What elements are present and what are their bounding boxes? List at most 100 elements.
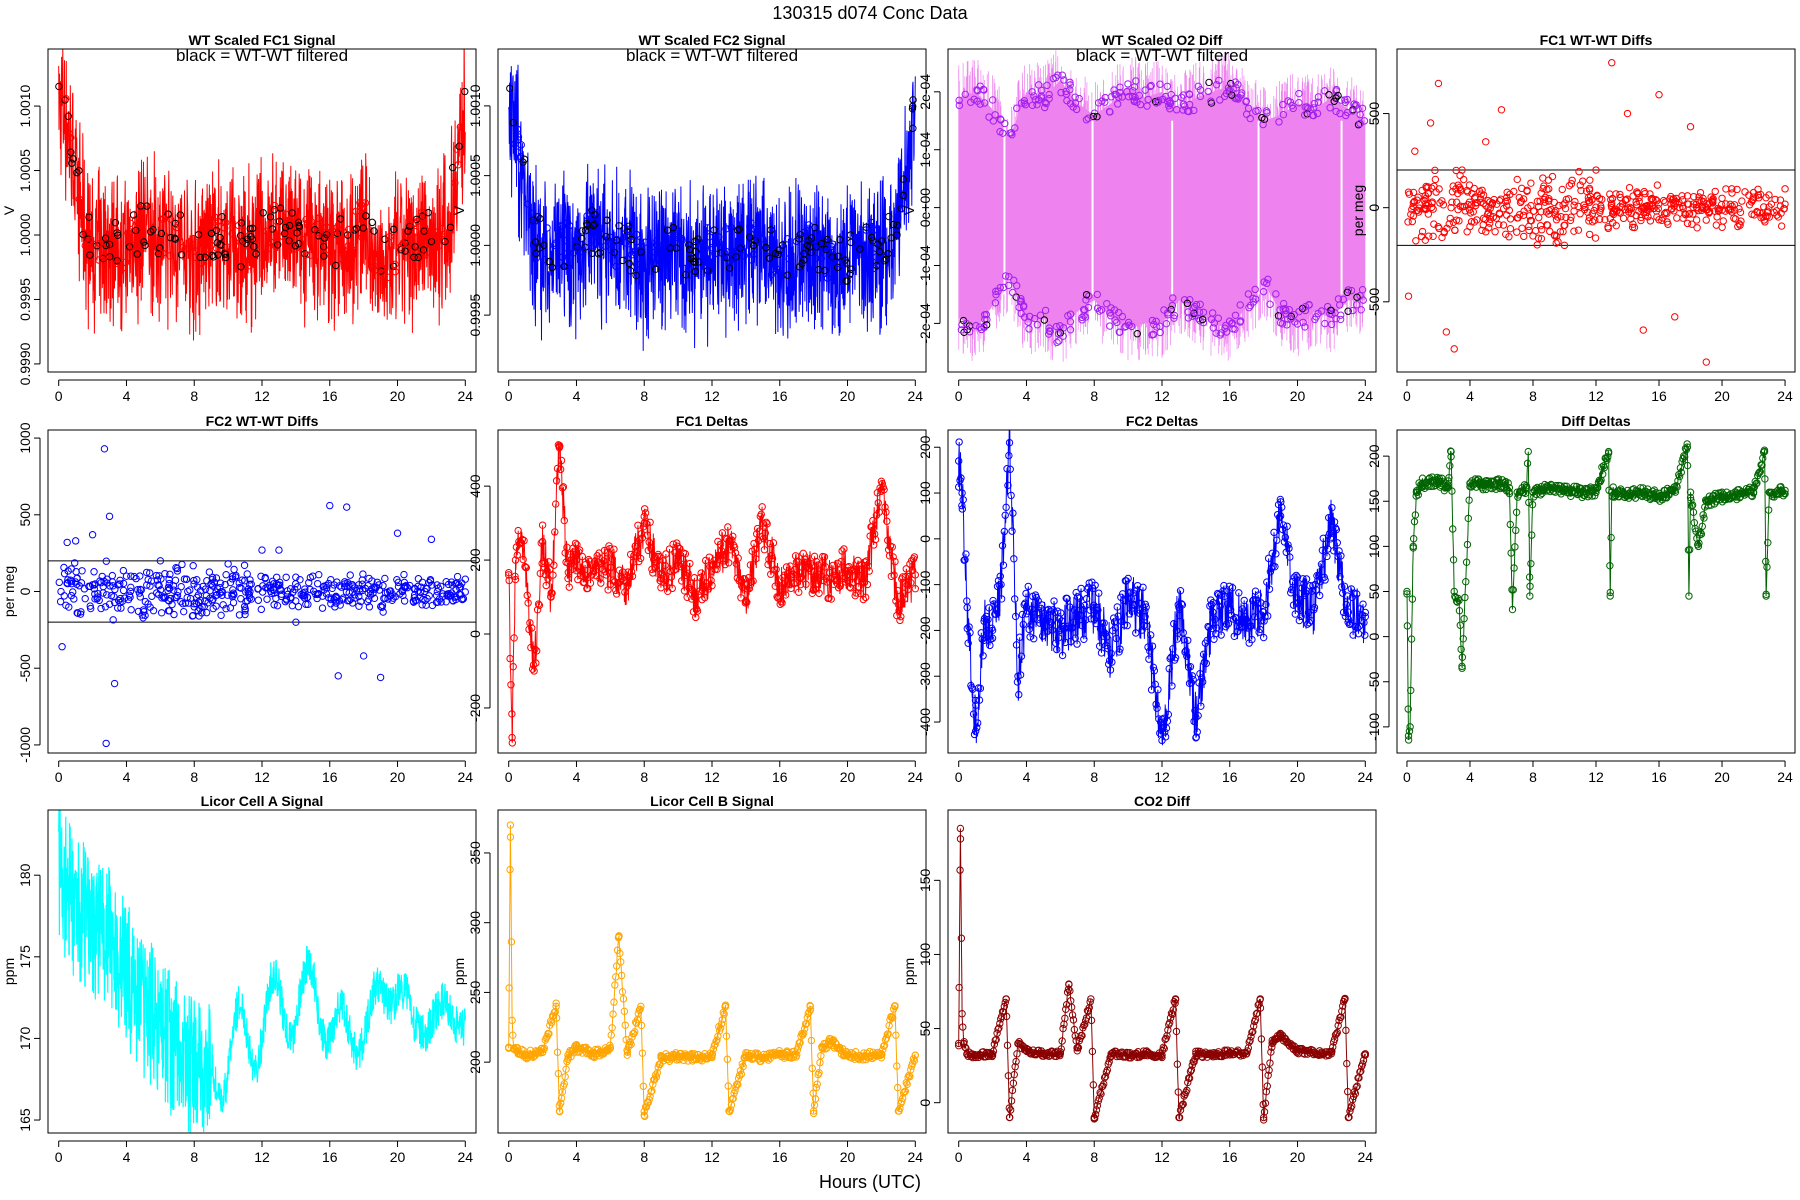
data-point <box>996 1019 1004 1028</box>
data-point <box>776 600 784 608</box>
data-point <box>1728 202 1736 210</box>
data-point <box>348 246 357 254</box>
data-point <box>1331 524 1340 532</box>
data-point <box>605 1045 613 1053</box>
data-point <box>313 228 321 237</box>
data-point <box>1681 444 1690 453</box>
data-point <box>110 679 119 688</box>
data-point <box>1558 185 1566 194</box>
data-point <box>758 503 766 511</box>
data-point <box>686 559 694 568</box>
data-point <box>1181 648 1189 656</box>
data-point <box>1592 488 1600 497</box>
data-point <box>999 561 1008 569</box>
data-point <box>807 248 815 257</box>
data-point <box>1040 1050 1049 1059</box>
data-point <box>1036 311 1045 319</box>
data-point <box>645 1095 653 1104</box>
data-point <box>1074 607 1083 615</box>
data-point <box>219 601 227 609</box>
data-point <box>1697 206 1706 214</box>
data-point <box>856 589 865 598</box>
data-point <box>1190 106 1198 115</box>
x-tick-label: 4 <box>573 769 581 785</box>
y-tick-label: -200 <box>467 694 483 722</box>
data-point <box>957 326 966 334</box>
data-point <box>247 232 255 241</box>
data-point <box>621 239 630 247</box>
data-point <box>1361 608 1370 617</box>
data-point <box>294 602 303 611</box>
data-point <box>803 241 812 250</box>
data-point <box>1002 272 1010 280</box>
data-point <box>551 528 559 536</box>
data-point <box>1672 194 1680 203</box>
data-point <box>1641 204 1649 212</box>
data-point <box>1646 190 1654 198</box>
data-point <box>144 575 152 584</box>
data-point <box>1166 97 1174 105</box>
data-point <box>1302 575 1311 583</box>
data-point <box>1172 626 1181 635</box>
data-point <box>361 199 369 207</box>
x-tick-label: 20 <box>390 769 406 785</box>
data-point <box>1693 224 1701 232</box>
data-point <box>201 245 210 254</box>
data-point <box>189 611 197 620</box>
data-point <box>617 971 626 980</box>
data-point <box>821 563 830 571</box>
data-point <box>1203 636 1211 645</box>
data-point <box>1068 1011 1077 1019</box>
data-point <box>545 1030 553 1038</box>
data-point <box>735 225 743 233</box>
data-point <box>257 572 265 580</box>
x-tick-label: 24 <box>1777 388 1793 404</box>
data-point <box>800 1029 808 1037</box>
data-point <box>1462 578 1470 586</box>
data-point <box>1332 1030 1341 1038</box>
data-point <box>538 1048 547 1057</box>
data-point <box>1010 1070 1018 1079</box>
data-point <box>1556 228 1565 236</box>
data-point <box>760 546 769 554</box>
data-point <box>800 228 809 236</box>
data-point <box>1545 197 1553 205</box>
data-point <box>1005 451 1013 460</box>
data-point <box>1484 208 1493 217</box>
data-point <box>767 551 776 560</box>
data-point <box>887 234 895 242</box>
data-point <box>1454 189 1462 198</box>
data-point <box>1458 664 1466 672</box>
data-point <box>846 231 855 239</box>
data-point <box>1586 192 1595 201</box>
data-point <box>958 505 967 513</box>
data-point <box>641 238 650 246</box>
data-point <box>404 227 412 235</box>
data-point <box>221 250 230 259</box>
data-point <box>242 597 250 606</box>
data-point <box>182 575 191 583</box>
data-point <box>550 241 558 250</box>
data-point <box>1748 492 1756 501</box>
data-point <box>1041 103 1049 112</box>
data-point <box>823 235 831 244</box>
data-point <box>651 265 660 273</box>
data-point <box>1591 492 1599 500</box>
data-point <box>139 614 147 622</box>
data-point <box>1528 500 1537 509</box>
x-tick-label: 20 <box>1714 388 1730 404</box>
data-point <box>322 581 330 590</box>
data-point <box>1343 108 1352 117</box>
data-point <box>63 538 71 547</box>
plot-frame <box>47 809 477 1134</box>
data-point <box>414 253 422 262</box>
data-point <box>432 598 441 607</box>
panel-annotation: black = WT-WT filtered <box>626 46 798 65</box>
data-point <box>1081 1020 1089 1029</box>
x-tick-label: 8 <box>1090 769 1098 785</box>
data-point <box>1182 647 1190 655</box>
data-point <box>370 227 378 235</box>
data-point <box>1001 998 1009 1007</box>
